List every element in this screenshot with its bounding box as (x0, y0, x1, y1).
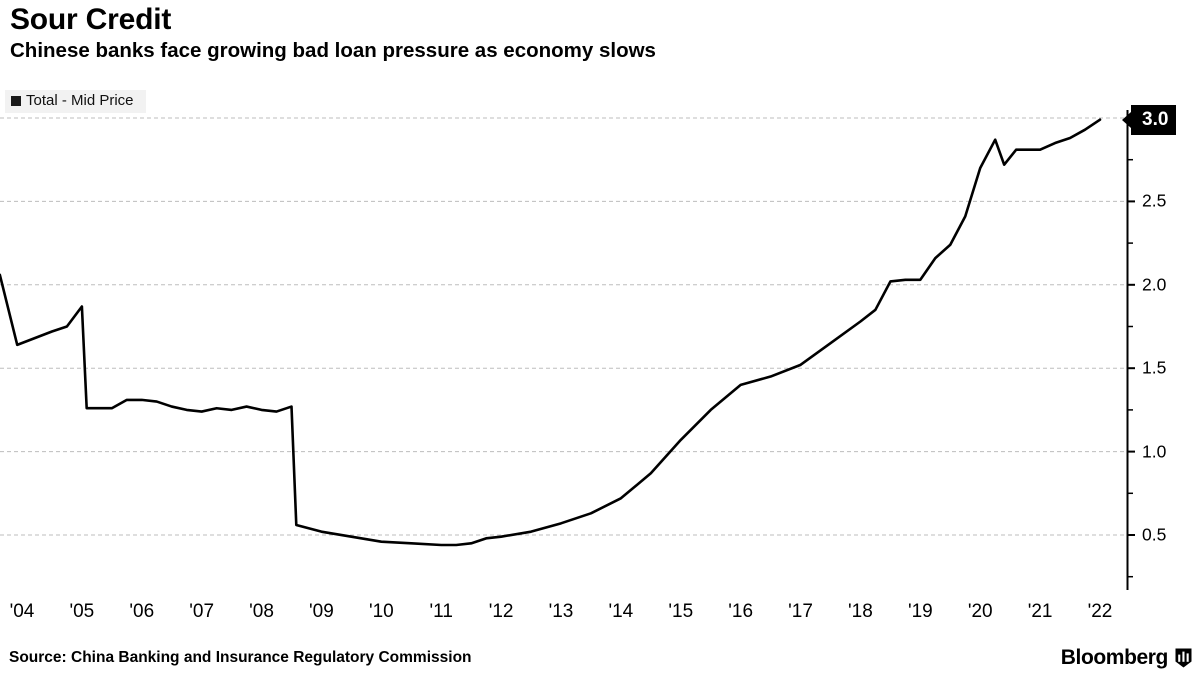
x-axis-tick-label: '20 (967, 601, 993, 622)
y-axis: 0.51.01.52.02.53.0 Trillion yuan (1126, 108, 1200, 592)
x-axis-tick-label: '21 (1027, 601, 1053, 622)
y-axis-ticks-svg (1126, 110, 1135, 590)
bloomberg-wordmark: Bloomberg (1060, 646, 1169, 669)
y-axis-tick-marks (1128, 117, 1135, 578)
legend-swatch-icon (11, 96, 21, 106)
y-axis-tick-label: 0.5 (1142, 524, 1167, 545)
chart-gridlines (0, 117, 1128, 536)
y-axis-tick-label: 1.0 (1142, 441, 1167, 462)
chart-legend[interactable]: Total - Mid Price (5, 90, 146, 113)
x-axis-tick-label: '12 (488, 601, 514, 622)
chart-series-group (0, 118, 1102, 547)
chart-header: Sour Credit Chinese banks face growing b… (10, 2, 1190, 64)
x-axis-tick-label: '18 (848, 601, 873, 622)
y-axis-tick-label: 1.5 (1142, 357, 1167, 378)
y-axis-tick-label: 2.0 (1142, 274, 1167, 295)
bloomberg-shield-icon (1175, 648, 1192, 668)
chart-footer: Source: China Banking and Insurance Regu… (0, 646, 1200, 672)
x-axis-tick-label: '14 (608, 601, 634, 622)
plot-area (0, 110, 1128, 590)
x-axis-tick-label: '07 (189, 601, 215, 622)
x-axis-tick-label: '04 (9, 601, 35, 622)
x-axis-tick-label: '11 (429, 601, 453, 622)
chart-subtitle: Chinese banks face growing bad loan pres… (10, 39, 656, 62)
x-axis-tick-label: '13 (548, 601, 574, 622)
x-axis-tick-label: '09 (309, 601, 334, 622)
x-axis-tick-label: '06 (129, 601, 155, 622)
x-axis-tick-label: '08 (249, 601, 274, 622)
source-note: Source: China Banking and Insurance Regu… (9, 649, 472, 666)
x-axis-tick-label: '10 (368, 601, 394, 622)
page-title: Sour Credit (10, 3, 172, 36)
x-axis-tick-label: '19 (907, 601, 933, 622)
series-line (0, 118, 1102, 547)
x-axis-tick-label: '05 (69, 601, 95, 622)
x-axis-tick-label: '15 (668, 601, 694, 622)
x-axis-tick-label: '17 (788, 601, 813, 622)
y-axis-tick-label: 2.5 (1142, 190, 1167, 211)
x-axis-tick-labels: '04 '05 '06 '07 '08 '09 '10 '11 '12 '13 '14 '15 '16 '… (0, 600, 1200, 632)
x-axis-tick-label: '16 (728, 601, 754, 622)
legend-item-label: Total - Mid Price (26, 92, 134, 109)
chart-plot-svg (0, 117, 1128, 547)
bloomberg-logo: Bloomberg (1061, 646, 1192, 670)
x-axis-tick-label: '22 (1087, 601, 1113, 622)
last-value-badge: 3.0 (1121, 104, 1177, 135)
